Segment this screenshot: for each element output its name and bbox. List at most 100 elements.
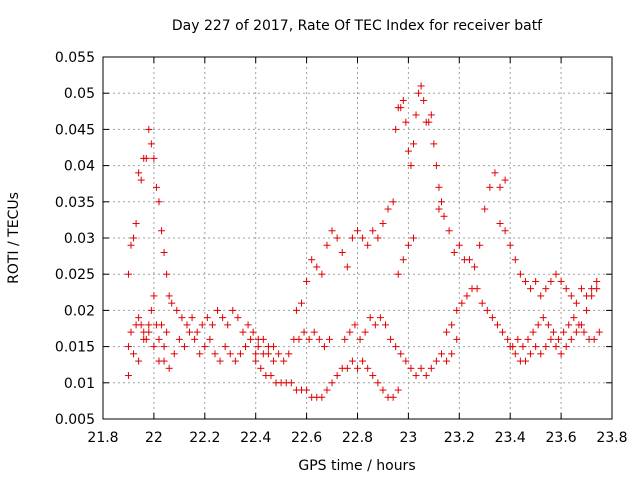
- data-point: [231, 357, 239, 365]
- data-point: [420, 96, 428, 104]
- y-tick-label: 0.015: [55, 340, 95, 356]
- data-point: [463, 292, 471, 300]
- data-point: [203, 314, 211, 322]
- data-point: [292, 306, 300, 314]
- data-point: [305, 335, 313, 343]
- data-point: [488, 314, 496, 322]
- data-point: [252, 350, 260, 358]
- x-tick-label: 23.6: [546, 430, 577, 446]
- data-point: [478, 299, 486, 307]
- data-point: [381, 321, 389, 329]
- data-point: [206, 335, 214, 343]
- data-point: [135, 314, 143, 322]
- y-tick-labels: 0.005 0.01 0.015 0.02 0.025 0.03 0.035 0.04 0.04…: [55, 50, 95, 428]
- x-tick-labels: 21.8 22 22.2 22.4 22.6 22.8 23 23.2 23.4 23.6 23.8: [87, 430, 627, 446]
- data-point: [155, 198, 163, 206]
- data-point: [595, 328, 603, 336]
- data-point: [369, 227, 377, 235]
- data-point: [130, 234, 138, 242]
- data-point: [435, 205, 443, 213]
- data-point: [572, 299, 580, 307]
- data-point: [404, 241, 412, 249]
- data-point: [287, 379, 295, 387]
- data-point: [593, 277, 601, 285]
- data-point: [343, 364, 351, 372]
- data-point: [348, 357, 356, 365]
- data-point: [193, 328, 201, 336]
- data-point: [415, 89, 423, 97]
- data-point: [422, 372, 430, 380]
- data-point: [562, 285, 570, 293]
- data-point: [445, 227, 453, 235]
- data-point: [236, 350, 244, 358]
- data-point: [303, 386, 311, 394]
- data-point: [150, 343, 158, 351]
- data-point: [175, 335, 183, 343]
- data-point: [529, 328, 537, 336]
- data-point: [285, 350, 293, 358]
- data-point: [198, 321, 206, 329]
- data-point: [537, 350, 545, 358]
- data-point: [432, 162, 440, 170]
- data-point: [394, 386, 402, 394]
- data-point: [524, 335, 532, 343]
- y-tick-label: 0.005: [55, 412, 95, 428]
- data-point: [152, 183, 160, 191]
- data-point: [547, 277, 555, 285]
- data-point: [318, 393, 326, 401]
- data-point: [254, 343, 262, 351]
- data-point: [506, 343, 514, 351]
- y-tick-label: 0.01: [64, 376, 95, 392]
- x-tick-label: 22.8: [342, 430, 373, 446]
- data-point: [379, 220, 387, 228]
- data-point: [491, 169, 499, 177]
- data-point: [539, 314, 547, 322]
- data-point: [180, 343, 188, 351]
- data-point: [323, 386, 331, 394]
- data-point: [532, 343, 540, 351]
- data-point: [343, 263, 351, 271]
- data-point: [440, 212, 448, 220]
- data-point: [216, 357, 224, 365]
- data-point: [402, 357, 410, 365]
- data-point: [361, 328, 369, 336]
- data-point: [565, 321, 573, 329]
- data-point: [354, 227, 361, 235]
- data-point: [577, 321, 585, 329]
- data-point: [471, 263, 479, 271]
- data-point: [379, 386, 387, 394]
- data-point: [135, 169, 143, 177]
- data-point: [430, 140, 438, 148]
- data-point: [527, 350, 535, 358]
- data-point: [214, 306, 222, 314]
- data-point: [496, 183, 504, 191]
- data-point: [404, 147, 412, 155]
- data-point: [364, 241, 372, 249]
- x-tick-label: 21.8: [87, 430, 118, 446]
- data-point: [124, 270, 132, 278]
- data-point: [351, 321, 359, 329]
- grid-lines: [103, 57, 612, 419]
- data-point: [399, 256, 407, 264]
- x-tick-label: 23: [399, 430, 417, 446]
- data-point: [493, 321, 501, 329]
- data-point: [160, 357, 168, 365]
- data-point: [270, 357, 278, 365]
- data-point: [534, 321, 542, 329]
- x-tick-label: 22.2: [189, 430, 220, 446]
- data-point: [409, 234, 417, 242]
- data-point: [333, 372, 341, 380]
- data-point: [264, 350, 272, 358]
- data-point: [588, 292, 596, 300]
- data-point: [247, 335, 255, 343]
- data-point: [572, 328, 580, 336]
- data-point: [127, 241, 135, 249]
- data-point: [562, 343, 570, 351]
- data-point: [158, 227, 166, 235]
- data-point: [208, 321, 216, 329]
- data-point: [328, 227, 336, 235]
- y-tick-label: 0.03: [64, 231, 95, 247]
- data-point: [399, 96, 407, 104]
- x-tick-label: 22: [145, 430, 163, 446]
- data-point: [389, 198, 397, 206]
